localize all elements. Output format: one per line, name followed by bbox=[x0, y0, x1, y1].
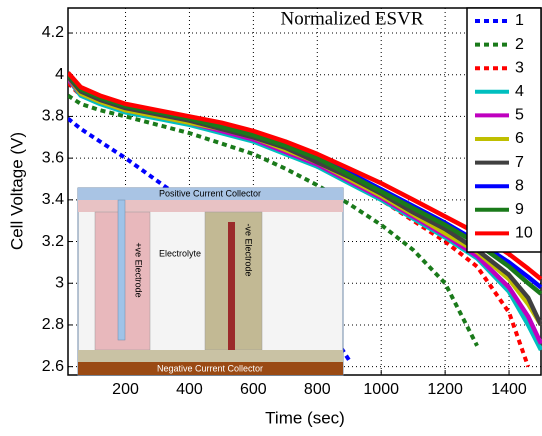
bottom-layer bbox=[78, 350, 343, 362]
positive-collector bbox=[78, 188, 343, 200]
y-tick-label: 4 bbox=[55, 66, 64, 83]
legend-label: 5 bbox=[515, 107, 524, 124]
y-tick-label: 3 bbox=[55, 274, 64, 291]
chart-title: Normalized ESVR bbox=[280, 8, 423, 29]
x-tick-label: 800 bbox=[304, 381, 331, 398]
x-tick-label: 1400 bbox=[491, 381, 527, 398]
legend-label: 10 bbox=[515, 225, 533, 242]
x-tick-label: 200 bbox=[112, 381, 139, 398]
legend-label: 2 bbox=[515, 36, 524, 53]
legend-label: 6 bbox=[515, 130, 524, 147]
inset-diagram: Positive Current Collector Electrolyte +ve… bbox=[77, 187, 344, 376]
legend-label: 7 bbox=[515, 154, 524, 171]
y-tick-label: 2.6 bbox=[42, 358, 64, 375]
legend-label: 3 bbox=[515, 59, 524, 76]
x-tick-label: 1000 bbox=[363, 381, 399, 398]
legend-label: 4 bbox=[515, 83, 524, 100]
positive-rod bbox=[117, 199, 126, 341]
inset-label: Negative Current Collector bbox=[157, 363, 263, 373]
x-tick-label: 1200 bbox=[427, 381, 463, 398]
inset-label: -ve Electrode bbox=[244, 223, 254, 276]
x-tick-label: 600 bbox=[240, 381, 267, 398]
y-tick-label: 4.2 bbox=[42, 24, 64, 41]
y-tick-label: 3.6 bbox=[42, 149, 64, 166]
lines bbox=[68, 71, 542, 368]
inset-label: +ve Electrode bbox=[134, 242, 144, 297]
legend: 1 2 3 4 5 6 7 8 9 10 bbox=[466, 7, 542, 253]
top-layer bbox=[78, 200, 343, 212]
inset-label: Electrolyte bbox=[159, 248, 201, 258]
legend-label: 8 bbox=[515, 177, 524, 194]
legend-label: 9 bbox=[515, 201, 524, 218]
negative-rod bbox=[228, 222, 235, 365]
x-axis-label: Time (sec) bbox=[265, 408, 345, 427]
y-tick-label: 2.8 bbox=[42, 316, 64, 333]
y-tick-label: 3.8 bbox=[42, 108, 64, 125]
y-tick-label: 3.2 bbox=[42, 233, 64, 250]
negative-collector bbox=[78, 362, 343, 375]
y-tick-label: 3.4 bbox=[42, 191, 64, 208]
inset-label: Positive Current Collector bbox=[159, 188, 261, 198]
x-tick-label: 400 bbox=[176, 381, 203, 398]
y-axis-label: Cell Voltage (V) bbox=[7, 132, 26, 250]
legend-label: 1 bbox=[515, 12, 524, 29]
